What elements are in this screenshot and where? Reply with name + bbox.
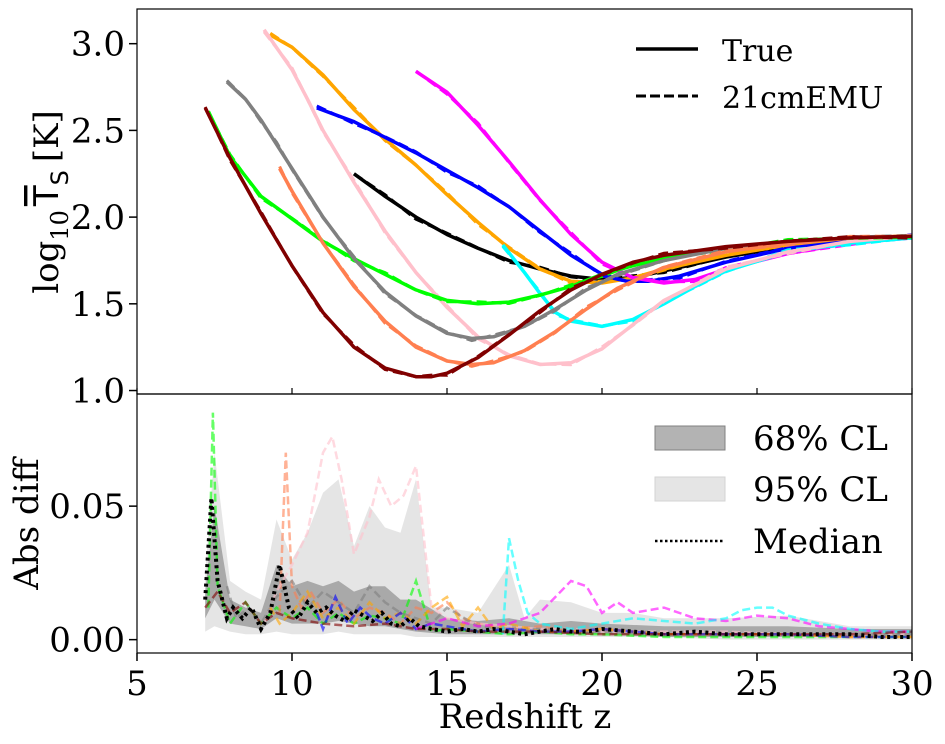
series-5-emulator-line (501, 236, 912, 328)
series-9-emulator-line (278, 165, 912, 368)
series-9-true-line (278, 167, 912, 367)
top-legend: True 21cmEMU (636, 34, 883, 116)
median-line (203, 497, 912, 639)
ylabel-base-subscript: 10 (46, 210, 74, 241)
series-8-true-line (225, 80, 912, 341)
legend-68-label: 68% CL (753, 419, 888, 459)
top-y-tick-label: 1.5 (71, 285, 125, 325)
series-3-true-line (316, 106, 912, 284)
series-6-true-line (262, 28, 912, 367)
legend-95-label: 95% CL (753, 470, 888, 510)
x-tick-label: 20 (580, 664, 623, 704)
top-series-group (203, 28, 912, 379)
band-68-cl (205, 506, 912, 637)
ylabel-symbol: T (27, 185, 67, 207)
abs-diff-series-7 (415, 579, 912, 633)
top-y-ticks: 1.0 1.5 2.0 2.5 3.0 (71, 25, 137, 412)
top-y-tick-label: 2.5 (71, 111, 125, 151)
abs-diff-series-3 (262, 433, 912, 636)
bottom-axes-frame (136, 393, 913, 654)
series-3-emulator-line (316, 104, 912, 284)
bottom-y-tick-label: 0.00 (49, 621, 125, 661)
x-tick-label: 25 (735, 664, 778, 704)
abs-diff-series-8 (501, 537, 912, 635)
legend-emulator-label: 21cmEMU (722, 81, 883, 116)
top-y-tick-label: 1.0 (71, 372, 125, 412)
x-tick-label: 30 (890, 664, 933, 704)
series-10-true-line (203, 107, 912, 379)
ylabel-base: log (27, 241, 67, 294)
bottom-y-tick-label: 0.05 (49, 487, 125, 527)
top-y-tick-label: 3.0 (71, 25, 125, 65)
legend-95-swatch (654, 476, 726, 502)
bottom-panel: 0.00 0.05 5 10 15 20 25 30 Abs diff Redshift z… (7, 388, 934, 737)
series-2-true-line (269, 33, 912, 285)
top-y-axis-label: log10 TS [K] (27, 110, 74, 294)
x-ticks: 5 10 15 20 25 30 (126, 388, 934, 704)
legend-68-swatch (654, 425, 726, 451)
ylabel-unit: [K] (27, 110, 67, 162)
legend-true-label: True (722, 34, 793, 69)
bottom-legend: 68% CL 95% CL Median (654, 419, 888, 562)
bottom-y-axis-label: Abs diff (7, 455, 47, 590)
x-axis-label: Redshift z (439, 697, 612, 737)
x-tick-label: 10 (270, 664, 313, 704)
bottom-plot-area (203, 412, 912, 640)
legend-median-label: Median (753, 522, 883, 562)
top-y-tick-label: 2.0 (71, 198, 125, 238)
abs-diff-series-5 (269, 589, 912, 639)
x-tick-label: 5 (126, 664, 148, 704)
abs-diff-series-2 (278, 452, 912, 639)
top-panel: 1.0 1.5 2.0 2.5 3.0 log10 TS [K] True 21cmEMU (27, 8, 913, 412)
x-tick-label: 15 (425, 664, 468, 704)
ylabel-symbol-subscript: S (46, 170, 74, 185)
bottom-y-ticks: 0.00 0.05 (49, 487, 137, 661)
